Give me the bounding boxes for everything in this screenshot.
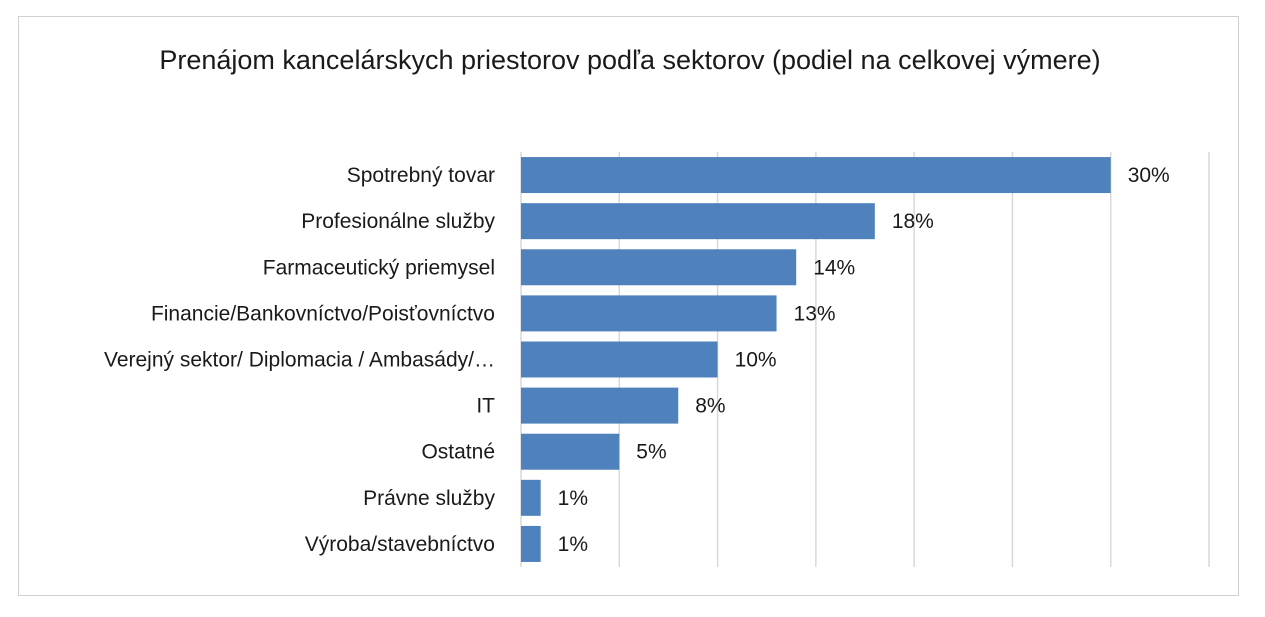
bar [521,525,541,562]
bar [521,479,541,516]
bar [521,203,875,240]
bar [521,295,777,332]
value-label: 30% [1128,164,1170,187]
value-label: 8% [695,395,725,418]
bar [521,157,1111,194]
value-label: 13% [794,302,836,325]
bar [521,387,679,424]
bar [521,433,620,470]
bar [521,341,718,378]
category-label: Profesionálne služby [301,210,495,233]
value-label: 14% [813,256,855,279]
category-label: Spotrebný tovar [347,164,495,187]
category-label: Právne služby [363,487,495,510]
value-label: 5% [636,441,666,464]
category-label: Financie/Bankovníctvo/Poisťovníctvo [151,302,495,325]
value-labels: 30% 18% 14% 13% 10% 8% 5% 1% 1% [558,164,1170,556]
bars [521,157,1111,562]
category-label: Ostatné [421,441,495,464]
category-label: Farmaceutický priemysel [263,256,495,279]
value-label: 18% [892,210,934,233]
category-label: Výroba/stavebníctvo [305,533,495,556]
category-label: Verejný sektor/ Diplomacia / Ambasády/… [104,349,495,372]
value-label: 10% [735,349,777,372]
category-labels: Spotrebný tovar Profesionálne služby Farma… [104,164,496,556]
bar [521,249,797,286]
value-label: 1% [558,487,588,510]
category-label: IT [476,395,495,418]
value-label: 1% [558,533,588,556]
chart-title: Prenájom kancelárskych priestorov podľa … [159,45,1101,75]
